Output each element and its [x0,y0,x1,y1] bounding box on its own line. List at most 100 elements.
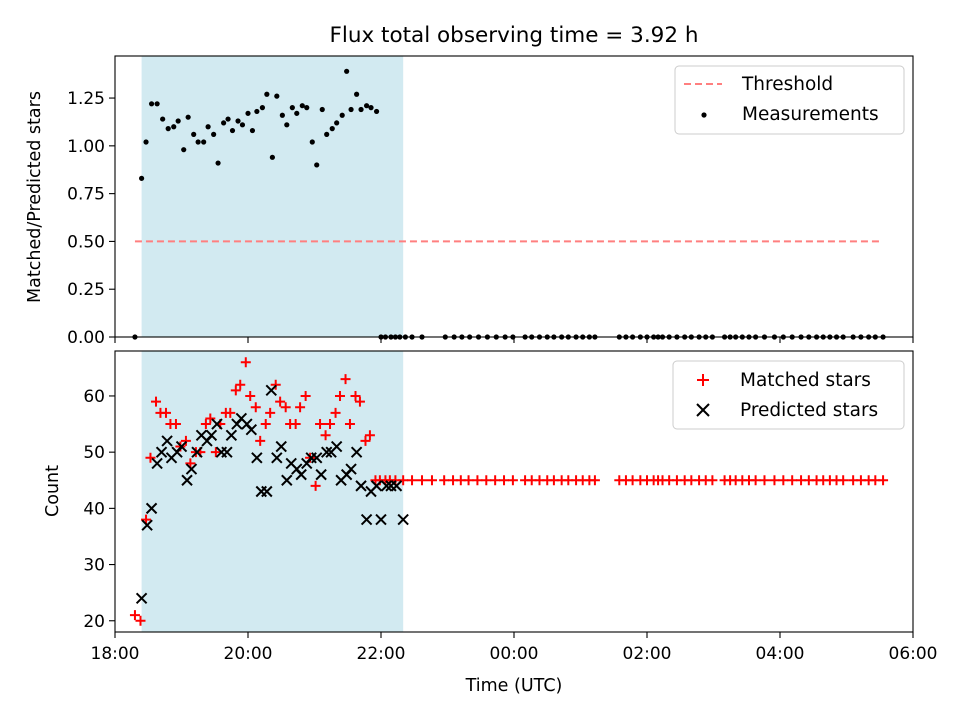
bottom-series-layer [129,357,889,626]
measurement-point [171,124,177,130]
measurement-point [348,106,354,113]
matched-star-point [589,475,600,486]
matched-star-point [255,435,266,446]
matched-star-point [759,475,770,486]
matched-star-point [230,385,241,396]
predicted-star-point [295,468,307,481]
matched-star-point [245,390,256,401]
matched-star-point [135,615,146,626]
matched-star-point [330,407,341,418]
matched-star-point [275,396,286,407]
predicted-star-point [355,480,367,492]
measurement-point [319,106,325,113]
measurement-point [185,114,191,120]
measurement-point [139,175,145,181]
bottom-x-axis-label: Time (UTC) [465,676,563,696]
measurement-point [249,127,256,134]
measurement-point [225,116,231,122]
matched-star-point [838,475,849,486]
legend-measurements-swatch [701,112,707,118]
x-tick-label: 00:00 [490,644,539,664]
matched-star-point [205,413,216,424]
measurement-point [154,101,160,107]
matched-star-point [878,475,889,486]
predicted-star-point [350,446,363,458]
predicted-star-point [205,429,218,442]
matched-star-point [270,379,281,390]
top-legend: Threshold Measurements [674,65,905,135]
y-tick-label: 0.25 [67,280,105,300]
y-tick-label: 1.00 [67,137,105,157]
measurement-point [191,131,197,137]
matched-star-point [290,419,301,430]
measurement-point [373,108,380,115]
predicted-star-point [261,485,273,498]
matched-star-point [320,430,331,441]
matched-star-point [225,407,236,418]
legend-matched-swatch [697,374,709,386]
y-tick-label: 20 [83,612,105,632]
matched-star-point [499,475,510,486]
bottom-x-axis-ticks: 18:00 20:00 22:00 00:00 02:00 04:00 06:00 [91,632,938,664]
measurement-point [358,106,364,113]
legend-threshold-label: Threshold [741,74,833,95]
predicted-star-point [155,446,168,458]
measurement-point [324,131,330,137]
predicted-star-point [185,463,198,475]
measurement-point [195,139,201,145]
measurement-point [245,110,251,116]
matched-star-point [463,475,474,486]
top-x-axis-ticks [114,337,914,343]
predicted-star-point [151,457,163,470]
measurement-point [309,139,315,145]
matched-star-point [507,475,518,486]
matched-star-point [407,475,418,486]
measurement-point [239,122,246,128]
legend-measurements-label: Measurements [742,104,879,125]
predicted-star-point [265,384,277,397]
predicted-star-point [375,513,387,526]
matched-star-point [481,475,492,486]
measurement-point [274,93,280,99]
matched-star-point [778,475,789,486]
y-tick-label: 0.50 [67,232,105,252]
x-tick-label: 06:00 [889,644,938,664]
measurement-point [299,103,305,109]
predicted-star-point [320,446,333,458]
measurement-point [284,122,290,128]
matched-star-point [439,475,450,486]
matched-star-point [472,475,483,486]
measurement-point [339,112,345,118]
matched-star-point [344,419,355,430]
figure-title: Flux total observing time = 3.92 h [330,23,699,48]
measurement-point [304,105,310,111]
matched-star-point [260,419,271,430]
matched-star-point [787,475,798,486]
y-tick-label: 30 [83,556,105,576]
matched-star-point [325,419,336,430]
measurement-point [289,105,295,111]
predicted-star-point [345,463,357,475]
matched-star-point [398,475,409,486]
predicted-star-point [251,452,263,464]
measurement-point [211,131,217,137]
y-tick-label: 0.00 [67,328,105,348]
measurement-point [143,139,149,145]
measurement-point [181,147,187,153]
x-tick-label: 22:00 [357,644,406,664]
matched-star-point [145,452,156,463]
measurement-point [254,108,260,115]
predicted-star-point [161,435,173,447]
matched-star-point [340,374,351,385]
matched-star-point [315,419,326,430]
measurement-point [221,120,227,126]
predicted-star-point [315,468,327,481]
predicted-star-point [360,513,373,526]
bottom-shaded-span [141,351,404,632]
measurement-point [229,127,236,134]
matched-star-point [295,402,306,413]
top-legend-box [674,65,905,135]
predicted-star-point [181,474,193,486]
matched-star-point [490,475,501,486]
predicted-star-point [145,502,158,515]
